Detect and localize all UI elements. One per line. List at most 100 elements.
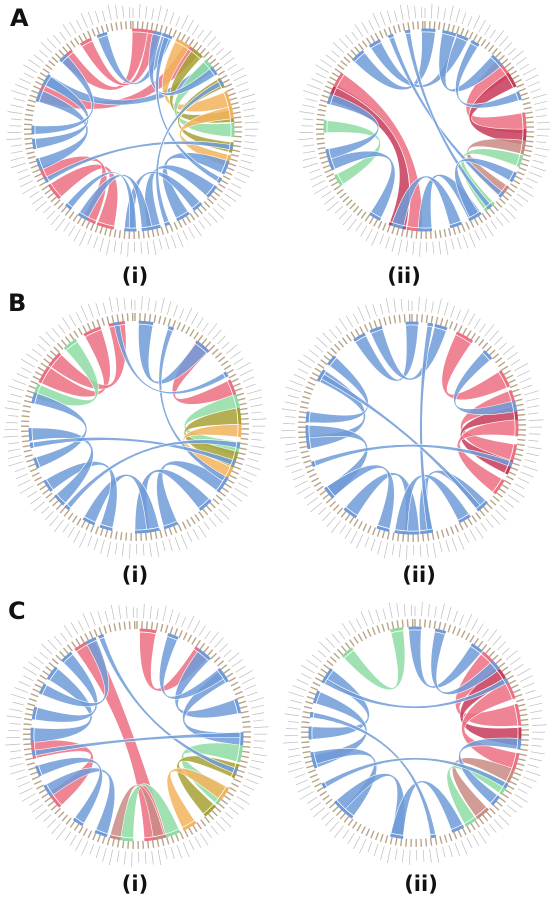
- outer-label-tick: [309, 168, 321, 174]
- outer-label-tick: [530, 710, 543, 714]
- outer-label-tick: [462, 308, 470, 323]
- outer-label-tick: [240, 369, 253, 377]
- segment-track-tick: [306, 764, 315, 769]
- segment-track-tick: [239, 442, 248, 446]
- outer-label-tick: [15, 83, 29, 90]
- segment-track-tick: [323, 89, 332, 95]
- outer-label-tick: [42, 205, 52, 214]
- segment-track-tick: [240, 412, 249, 416]
- segment-track-tick: [513, 457, 522, 462]
- segment-track-tick: [29, 94, 38, 99]
- segment-track-tick: [223, 794, 232, 801]
- outer-label-tick: [530, 88, 541, 93]
- chord-ribbon-olive: [177, 79, 231, 153]
- segment-block: [210, 66, 218, 76]
- outer-label-tick: [302, 150, 316, 154]
- outer-label-tick: [245, 464, 261, 471]
- segment-block: [195, 340, 209, 353]
- segment-track-tick: [29, 160, 38, 164]
- segment-track-tick: [61, 814, 68, 822]
- segment-track-tick: [368, 216, 375, 225]
- chord-ribbon-orange: [161, 41, 229, 113]
- segment-track-tick: [461, 827, 467, 836]
- outer-label-tick: [312, 180, 326, 188]
- segment-block: [318, 372, 324, 379]
- chord-ribbon-blue: [326, 464, 395, 529]
- outer-label-tick: [28, 661, 41, 670]
- segment-track-tick: [450, 526, 455, 535]
- outer-label-tick: [3, 435, 19, 438]
- outer-label-tick: [437, 298, 442, 314]
- segment-track-tick: [39, 484, 47, 491]
- outer-label-tick: [386, 10, 392, 24]
- segment-track-tick: [25, 146, 34, 150]
- segment-track-tick: [126, 313, 129, 322]
- segment-track-tick: [515, 448, 524, 452]
- outer-label-tick: [284, 449, 298, 453]
- segment-track-tick: [521, 97, 530, 101]
- outer-label-tick: [440, 603, 445, 619]
- segment-track-tick: [220, 798, 228, 805]
- segment-track-tick: [466, 330, 472, 338]
- outer-label-tick: [517, 477, 530, 484]
- outer-label-tick: [461, 12, 467, 25]
- chord-ribbon-blue: [155, 81, 222, 224]
- segment-track-tick: [106, 837, 111, 846]
- outer-label-tick: [18, 174, 31, 181]
- segment-track-tick: [501, 58, 509, 65]
- segment-track-tick: [495, 357, 503, 364]
- segment-track-tick: [345, 199, 353, 206]
- outer-label-tick: [368, 19, 375, 31]
- segment-track-tick: [99, 226, 104, 235]
- outer-label-tick: [97, 611, 102, 624]
- segment-track-tick: [203, 645, 210, 654]
- segment-track-tick: [163, 26, 168, 35]
- outer-label-tick: [484, 24, 492, 36]
- segment-block: [229, 144, 234, 151]
- segment-track-tick: [482, 506, 490, 513]
- outer-label-tick: [176, 232, 184, 248]
- segment-track-tick: [455, 26, 460, 35]
- segment-track-tick: [510, 466, 519, 471]
- segment-block: [404, 29, 411, 34]
- segment-track-tick: [193, 331, 199, 340]
- outer-label-tick: [240, 93, 256, 99]
- segment-track-tick: [32, 688, 41, 693]
- segment-track-tick: [357, 43, 364, 51]
- outer-label-tick: [127, 241, 129, 257]
- segment-track-tick: [45, 666, 53, 673]
- outer-label-tick: [502, 809, 512, 818]
- segment-track-tick: [368, 322, 373, 330]
- outer-label-tick: [182, 230, 189, 241]
- segment-track-tick: [412, 21, 415, 30]
- segment-block: [221, 160, 230, 175]
- segment-track-tick: [373, 320, 378, 329]
- segment-track-tick: [303, 755, 312, 759]
- segment-track-tick: [431, 531, 435, 541]
- segment-track-tick: [90, 222, 95, 231]
- outer-label-tick: [489, 330, 499, 341]
- segment-track-tick: [364, 214, 371, 222]
- segment-track-tick: [57, 202, 64, 210]
- outer-label-tick: [227, 63, 238, 71]
- outer-label-tick: [11, 162, 27, 169]
- segment-track-tick: [303, 705, 313, 710]
- outer-label-tick: [484, 324, 495, 337]
- outer-label-tick: [526, 452, 539, 457]
- segment-block: [28, 427, 33, 441]
- segment-track-tick: [329, 656, 337, 663]
- outer-label-tick: [499, 504, 509, 513]
- segment-track-tick: [442, 22, 446, 31]
- outer-label-tick: [531, 744, 542, 747]
- outer-label-tick: [93, 537, 99, 551]
- segment-track-tick: [24, 718, 33, 721]
- outer-label-tick: [522, 384, 533, 390]
- outer-label-tick: [318, 507, 327, 515]
- segment-track-tick: [118, 230, 122, 239]
- outer-label-tick: [530, 165, 546, 172]
- segment-track-tick: [173, 525, 178, 534]
- segment-track-tick: [310, 686, 319, 691]
- segment-track-tick: [230, 101, 239, 106]
- outer-label-tick: [16, 775, 28, 781]
- segment-track-tick: [26, 389, 35, 394]
